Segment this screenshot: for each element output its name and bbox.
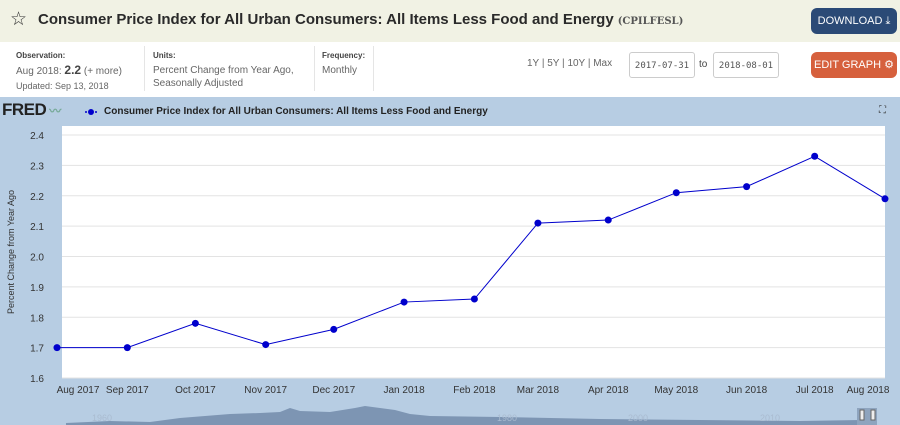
observation-info: Observation: Aug 2018: 2.2 (+ more) Upda… (16, 51, 122, 91)
plot-background (62, 126, 885, 378)
y-tick-label: 2.1 (30, 222, 44, 233)
x-tick-label: May 2018 (654, 385, 698, 396)
end-date-input[interactable]: 2018-08-01 (713, 52, 779, 78)
data-point (330, 325, 338, 333)
x-tick-label: Nov 2017 (244, 385, 287, 396)
units-info: Units: Percent Change from Year Ago, Sea… (153, 51, 294, 89)
x-tick-label: Jul 2018 (796, 385, 834, 396)
data-point (672, 189, 680, 197)
navigator-year-label: 2000 (628, 413, 648, 423)
x-tick-label: Aug 2017 (57, 385, 100, 396)
chart-logo-icon: 〰 (49, 104, 61, 118)
data-point (262, 341, 270, 349)
data-point (400, 298, 408, 306)
range-max[interactable]: Max (593, 58, 613, 69)
range-selector: 1Y | 5Y | 10Y | Max (527, 58, 613, 69)
x-tick-label: Jun 2018 (726, 385, 768, 396)
download-button[interactable]: DOWNLOAD ⤓ (811, 8, 897, 34)
data-point (123, 344, 131, 352)
navigator-year-label: 2010 (760, 413, 780, 423)
y-axis-label: Percent Change from Year Ago (6, 190, 16, 314)
gear-icon: ⚙ (884, 59, 894, 71)
navigator-year-label: 1980 (497, 413, 517, 423)
data-point (534, 219, 542, 227)
navigator-year-label: 1960 (92, 413, 112, 423)
x-tick-label: Mar 2018 (517, 385, 560, 396)
range-10y[interactable]: 10Y (567, 58, 586, 69)
y-tick-label: 1.7 (30, 344, 44, 355)
favorite-star-icon[interactable]: ☆ (10, 8, 28, 30)
x-tick-label: Feb 2018 (453, 385, 496, 396)
data-point (53, 344, 61, 352)
edit-graph-button[interactable]: EDIT GRAPH ⚙ (811, 52, 897, 78)
fred-logo: FRED 〰 (2, 100, 61, 119)
range-5y[interactable]: 5Y (547, 58, 560, 69)
data-point (191, 319, 199, 327)
navigator-right-handle[interactable] (870, 409, 876, 421)
series-code: (CPILFESL) (617, 16, 684, 27)
page-title: Consumer Price Index for All Urban Consu… (38, 11, 684, 28)
to-label: to (699, 59, 708, 70)
divider (144, 46, 145, 91)
y-tick-label: 2.2 (30, 192, 44, 203)
more-link[interactable]: (+ more) (83, 66, 122, 77)
divider (314, 46, 315, 91)
range-1y[interactable]: 1Y (527, 58, 540, 69)
y-tick-label: 2.4 (30, 131, 44, 142)
x-tick-label: Aug 2018 (847, 385, 890, 396)
data-point (881, 195, 889, 203)
data-point (470, 295, 478, 303)
fullscreen-icon[interactable]: ⛶ (879, 105, 886, 116)
x-tick-label: Jan 2018 (384, 385, 426, 396)
y-tick-label: 1.9 (30, 283, 44, 294)
x-tick-label: Dec 2017 (312, 385, 355, 396)
x-tick-label: Oct 2017 (175, 385, 216, 396)
navigator-left-handle[interactable] (859, 409, 865, 421)
header-bar: ☆ Consumer Price Index for All Urban Con… (0, 0, 900, 42)
navigator-area (66, 406, 860, 425)
x-tick-label: Apr 2018 (588, 385, 629, 396)
data-point (604, 216, 612, 224)
x-tick-label: Sep 2017 (106, 385, 149, 396)
y-tick-label: 1.6 (30, 374, 44, 385)
legend-marker-icon (88, 108, 94, 115)
y-tick-label: 2.0 (30, 253, 44, 264)
y-tick-label: 1.8 (30, 313, 44, 324)
frequency-info: Frequency: Monthly (322, 51, 366, 76)
y-tick-label: 2.3 (30, 161, 44, 172)
start-date-input[interactable]: 2017-07-31 (629, 52, 695, 78)
download-icon: ⤓ (885, 15, 891, 27)
legend[interactable]: Consumer Price Index for All Urban Consu… (88, 106, 488, 117)
data-point (743, 183, 751, 191)
divider (373, 46, 374, 91)
data-point (811, 152, 819, 160)
